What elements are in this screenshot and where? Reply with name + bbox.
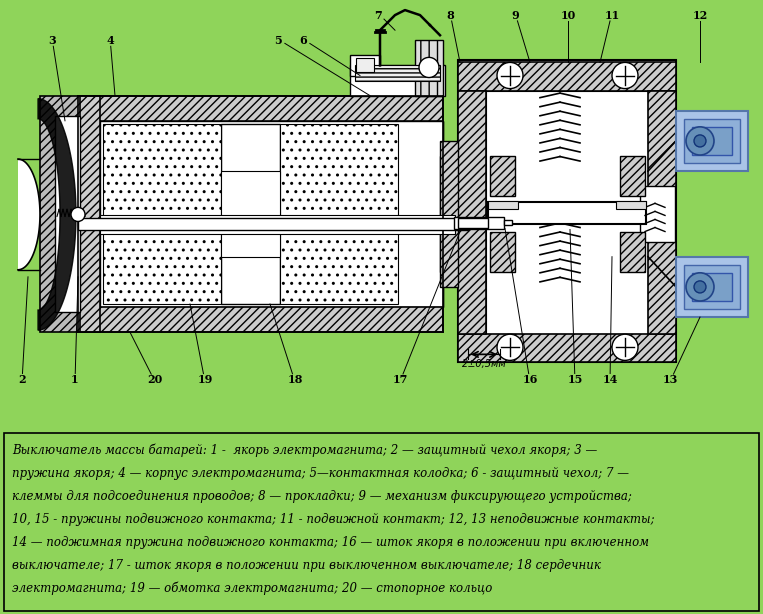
Bar xyxy=(100,216,455,233)
Text: 8: 8 xyxy=(446,10,454,21)
Text: 2: 2 xyxy=(18,374,26,385)
Bar xyxy=(648,91,676,334)
Circle shape xyxy=(419,57,439,77)
Bar xyxy=(40,96,80,332)
Bar xyxy=(55,116,80,312)
Text: 7: 7 xyxy=(374,10,382,21)
Text: 9: 9 xyxy=(511,10,519,21)
Circle shape xyxy=(612,334,638,360)
Bar xyxy=(355,66,440,80)
Bar xyxy=(488,201,518,209)
Bar xyxy=(504,220,512,225)
Bar xyxy=(490,231,515,272)
Bar xyxy=(440,156,470,272)
Bar xyxy=(280,124,398,304)
Bar xyxy=(458,334,676,362)
Text: 2±0,5мм: 2±0,5мм xyxy=(462,359,507,370)
Bar xyxy=(676,111,748,171)
Bar xyxy=(684,119,740,163)
Circle shape xyxy=(694,135,706,147)
Bar xyxy=(78,219,468,230)
Bar xyxy=(78,307,443,332)
Text: 17: 17 xyxy=(392,374,407,385)
Bar xyxy=(350,66,445,96)
Bar xyxy=(620,156,645,196)
Text: 19: 19 xyxy=(198,374,213,385)
Bar xyxy=(350,55,380,76)
Text: электромагнита; 19 — обмотка электромагнита; 20 — стопорное кольцо: электромагнита; 19 — обмотка электромагн… xyxy=(12,582,492,596)
Text: 15: 15 xyxy=(568,374,583,385)
Text: 10, 15 - пружины подвижного контакта; 11 - подвижной контакт; 12, 13 неподвижные: 10, 15 - пружины подвижного контакта; 11… xyxy=(12,513,655,526)
Bar xyxy=(488,203,646,225)
Bar xyxy=(454,217,504,228)
Circle shape xyxy=(694,281,706,293)
Bar xyxy=(616,201,646,209)
Text: 12: 12 xyxy=(692,10,707,21)
Bar xyxy=(458,63,676,91)
Circle shape xyxy=(497,63,523,88)
Text: 1: 1 xyxy=(71,374,79,385)
Text: выключателе; 17 - шток якоря в положении при выключенном выключателе; 18 сердечн: выключателе; 17 - шток якоря в положении… xyxy=(12,559,601,572)
Text: 18: 18 xyxy=(288,374,303,385)
Bar xyxy=(356,58,374,72)
Bar xyxy=(458,60,676,362)
Bar xyxy=(440,141,458,287)
Circle shape xyxy=(497,334,523,360)
Bar xyxy=(78,96,100,332)
Text: 3: 3 xyxy=(48,35,56,46)
Bar xyxy=(684,265,740,309)
Text: 5: 5 xyxy=(274,35,282,46)
Bar xyxy=(100,121,443,307)
Text: 14: 14 xyxy=(602,374,618,385)
Text: 4: 4 xyxy=(106,35,114,46)
Circle shape xyxy=(612,63,638,88)
Bar xyxy=(415,41,443,96)
Text: 16: 16 xyxy=(523,374,538,385)
Text: 13: 13 xyxy=(662,374,678,385)
Bar xyxy=(100,121,443,307)
Polygon shape xyxy=(18,159,40,270)
Bar xyxy=(692,273,732,301)
Bar xyxy=(221,124,280,304)
Text: 11: 11 xyxy=(604,10,620,21)
Text: Выключатель массы батарей: 1 -  якорь электромагнита; 2 — защитный чехол якоря; : Выключатель массы батарей: 1 - якорь эле… xyxy=(12,444,597,457)
Text: 20: 20 xyxy=(147,374,163,385)
Bar xyxy=(221,171,280,257)
Text: пружина якоря; 4 — корпус электромагнита; 5—контактная колодка; 6 - защитный чех: пружина якоря; 4 — корпус электромагнита… xyxy=(12,467,629,480)
Bar xyxy=(78,96,443,121)
Bar xyxy=(458,91,486,334)
Text: клеммы для подсоединения проводов; 8 — прокладки; 9 — механизм фиксирующего устр: клеммы для подсоединения проводов; 8 — п… xyxy=(12,490,632,503)
Bar xyxy=(486,91,648,334)
Circle shape xyxy=(686,127,714,155)
Bar xyxy=(640,186,675,241)
Bar xyxy=(692,127,732,155)
Circle shape xyxy=(71,208,85,222)
Bar xyxy=(620,231,645,272)
Bar xyxy=(103,124,221,304)
Bar xyxy=(458,219,488,228)
Text: 10: 10 xyxy=(560,10,575,21)
Polygon shape xyxy=(38,99,76,330)
Text: 6: 6 xyxy=(299,35,307,46)
Bar xyxy=(490,156,515,196)
Bar xyxy=(676,257,748,317)
Circle shape xyxy=(686,273,714,301)
Text: 14 — поджимная пружина подвижного контакта; 16 — шток якоря в положении при вклю: 14 — поджимная пружина подвижного контак… xyxy=(12,536,649,549)
